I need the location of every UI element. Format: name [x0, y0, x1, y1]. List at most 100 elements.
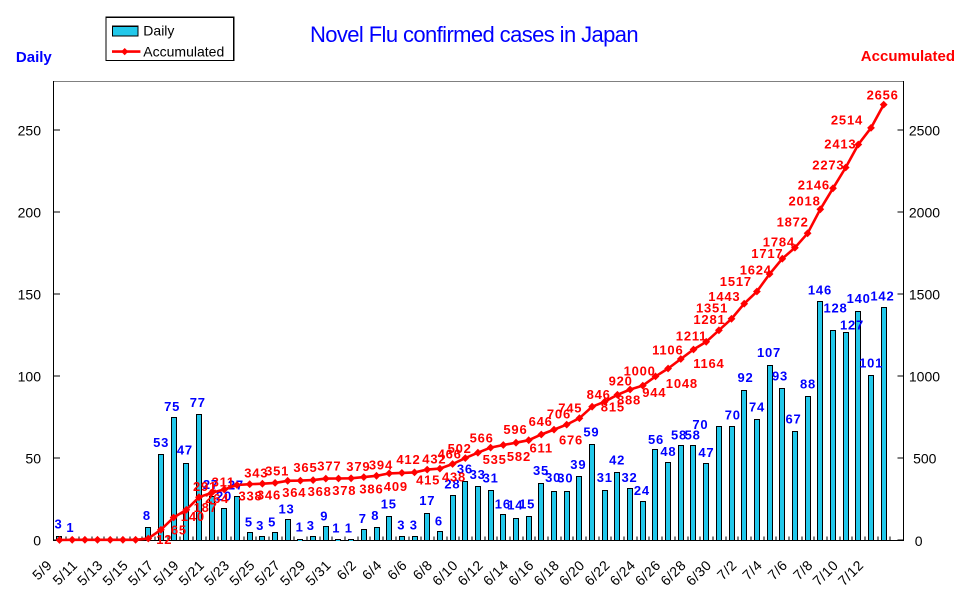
svg-text:Accumulated: Accumulated — [861, 48, 955, 65]
svg-text:676: 676 — [559, 433, 583, 448]
svg-text:77: 77 — [190, 395, 206, 410]
svg-text:3: 3 — [55, 516, 63, 531]
svg-text:502: 502 — [448, 441, 472, 456]
svg-text:65: 65 — [171, 523, 187, 538]
svg-text:2656: 2656 — [867, 88, 899, 103]
svg-text:394: 394 — [369, 458, 393, 473]
svg-text:1211: 1211 — [676, 329, 707, 344]
svg-text:15: 15 — [519, 496, 535, 511]
svg-text:30: 30 — [557, 471, 573, 486]
svg-text:2273: 2273 — [812, 158, 844, 173]
svg-text:1: 1 — [332, 520, 340, 535]
svg-text:70: 70 — [692, 417, 708, 432]
svg-text:Daily: Daily — [16, 49, 53, 66]
svg-text:264: 264 — [205, 491, 229, 506]
svg-text:438: 438 — [442, 470, 466, 485]
svg-text:611: 611 — [530, 440, 553, 455]
svg-text:745: 745 — [558, 400, 582, 415]
svg-text:2000: 2000 — [909, 205, 940, 221]
svg-text:187: 187 — [194, 500, 218, 515]
svg-text:1: 1 — [296, 520, 304, 535]
svg-text:582: 582 — [507, 449, 531, 464]
svg-text:386: 386 — [359, 481, 383, 496]
svg-text:30: 30 — [545, 470, 561, 485]
svg-text:1784: 1784 — [763, 234, 795, 249]
svg-text:17: 17 — [419, 493, 435, 508]
svg-text:535: 535 — [483, 452, 507, 467]
svg-text:944: 944 — [642, 385, 666, 400]
svg-text:53: 53 — [153, 435, 169, 450]
svg-text:100: 100 — [18, 369, 42, 385]
svg-text:364: 364 — [282, 485, 306, 500]
svg-text:1281: 1281 — [693, 312, 725, 327]
svg-text:311: 311 — [212, 475, 235, 490]
svg-text:92: 92 — [738, 370, 754, 385]
svg-text:Accumulated: Accumulated — [143, 43, 224, 59]
svg-text:1443: 1443 — [708, 289, 740, 304]
svg-text:377: 377 — [317, 459, 341, 474]
svg-text:59: 59 — [583, 425, 599, 440]
svg-text:3: 3 — [256, 518, 264, 533]
svg-text:31: 31 — [597, 470, 613, 485]
svg-text:646: 646 — [529, 414, 553, 429]
svg-text:920: 920 — [609, 374, 633, 389]
svg-text:67: 67 — [786, 412, 802, 427]
svg-text:1351: 1351 — [696, 301, 728, 316]
svg-text:1624: 1624 — [740, 262, 772, 277]
svg-text:378: 378 — [332, 483, 356, 498]
svg-text:16: 16 — [495, 496, 511, 511]
svg-text:140: 140 — [847, 291, 871, 306]
svg-text:47: 47 — [698, 445, 714, 460]
svg-text:2018: 2018 — [789, 194, 821, 209]
svg-text:846: 846 — [587, 387, 611, 402]
svg-text:1500: 1500 — [909, 287, 940, 303]
svg-text:48: 48 — [660, 444, 676, 459]
svg-text:127: 127 — [840, 317, 864, 332]
svg-text:368: 368 — [308, 484, 332, 499]
svg-text:815: 815 — [601, 399, 625, 414]
svg-text:415: 415 — [416, 473, 440, 488]
svg-text:28: 28 — [444, 477, 460, 492]
svg-text:1: 1 — [66, 520, 74, 535]
svg-text:Daily: Daily — [143, 22, 174, 38]
svg-text:88: 88 — [800, 377, 816, 392]
svg-text:706: 706 — [547, 406, 571, 421]
svg-text:5: 5 — [268, 514, 276, 529]
svg-text:36: 36 — [457, 462, 473, 477]
svg-text:128: 128 — [824, 301, 848, 316]
svg-text:412: 412 — [396, 452, 420, 467]
svg-text:432: 432 — [422, 451, 446, 466]
svg-text:3: 3 — [307, 518, 315, 533]
svg-text:56: 56 — [648, 432, 664, 447]
svg-text:291: 291 — [193, 479, 217, 494]
svg-text:24: 24 — [634, 483, 650, 498]
svg-text:351: 351 — [265, 464, 289, 479]
svg-text:58: 58 — [685, 427, 701, 442]
svg-text:150: 150 — [18, 287, 42, 303]
svg-text:0: 0 — [915, 533, 923, 549]
svg-text:200: 200 — [18, 205, 42, 221]
svg-text:5: 5 — [245, 514, 253, 529]
svg-text:338: 338 — [239, 488, 263, 503]
svg-text:6: 6 — [435, 514, 443, 529]
svg-text:101: 101 — [859, 356, 883, 371]
svg-text:9: 9 — [320, 508, 328, 523]
svg-text:343: 343 — [244, 466, 268, 481]
svg-text:39: 39 — [570, 457, 586, 472]
svg-text:47: 47 — [177, 443, 193, 458]
svg-text:596: 596 — [503, 422, 527, 437]
svg-text:93: 93 — [772, 369, 788, 384]
svg-text:2514: 2514 — [831, 113, 863, 128]
svg-text:15: 15 — [381, 496, 397, 511]
svg-text:3: 3 — [410, 518, 418, 533]
svg-text:566: 566 — [470, 431, 494, 446]
svg-text:146: 146 — [808, 282, 832, 297]
svg-text:3: 3 — [397, 518, 405, 533]
svg-text:7: 7 — [359, 511, 367, 526]
svg-text:1872: 1872 — [777, 215, 809, 230]
svg-text:1517: 1517 — [720, 274, 752, 289]
svg-text:Novel Flu confirmed cases in J: Novel Flu confirmed cases in Japan — [310, 22, 638, 47]
svg-text:12: 12 — [156, 532, 172, 547]
svg-text:0: 0 — [33, 533, 41, 549]
svg-text:1000: 1000 — [624, 364, 656, 379]
